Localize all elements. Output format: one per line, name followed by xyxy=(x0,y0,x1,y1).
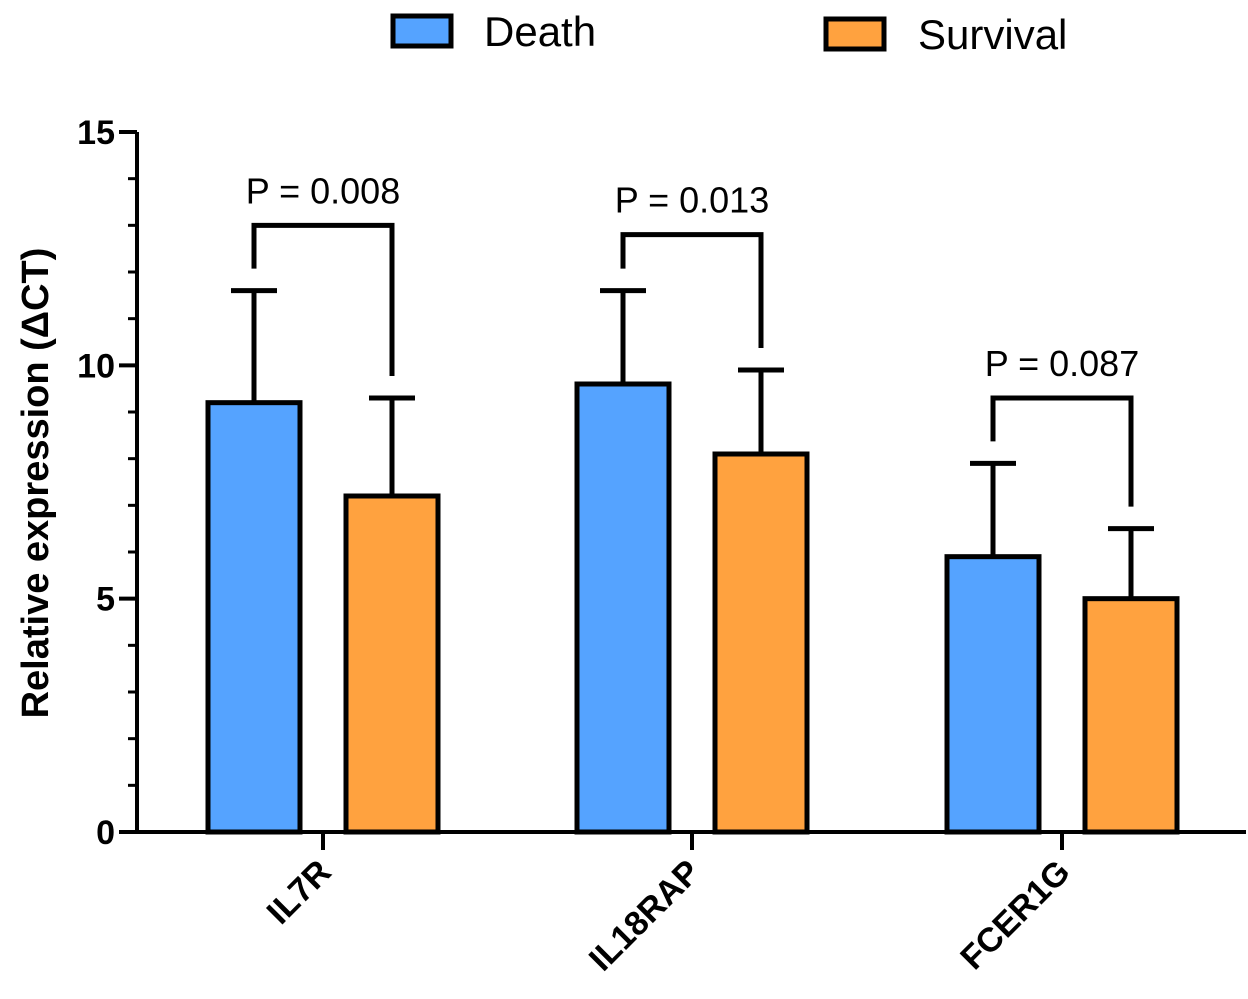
x-tick-label-il18rap: IL18RAP xyxy=(582,853,708,979)
significance-bracket xyxy=(620,232,764,348)
bar-il18rap-survival xyxy=(712,451,810,835)
p-value-label: P = 0.087 xyxy=(985,343,1139,384)
significance-bracket xyxy=(990,395,1134,507)
legend: Death Survival xyxy=(390,8,1067,58)
y-tick-label: 5 xyxy=(96,581,115,619)
bar-il18rap-death xyxy=(574,381,672,835)
legend-swatch-survival xyxy=(823,16,887,52)
legend-swatch-death xyxy=(390,13,454,49)
y-tick-label: 10 xyxy=(77,347,115,385)
bar-fcer1g-death xyxy=(944,554,1042,835)
significance-bracket xyxy=(251,222,395,376)
legend-label-survival: Survival xyxy=(918,11,1067,58)
significance-annotations: P = 0.008 P = 0.013 P = 0.087 xyxy=(246,170,1139,507)
x-tick-label-fcer1g: FCER1G xyxy=(953,853,1077,977)
bar-il7r-survival xyxy=(343,493,441,835)
y-axis-label: Relative expression (ΔCT) xyxy=(15,248,57,719)
bar-fcer1g-survival xyxy=(1082,596,1180,835)
y-tick-label: 15 xyxy=(77,114,115,152)
bars xyxy=(205,288,1180,835)
legend-label-death: Death xyxy=(484,8,596,55)
x-tick-label-il7r: IL7R xyxy=(260,853,339,932)
y-tick-label: 0 xyxy=(96,814,115,852)
bar-il7r-death xyxy=(205,400,303,835)
p-value-label: P = 0.008 xyxy=(246,170,400,211)
p-value-label: P = 0.013 xyxy=(615,180,769,221)
